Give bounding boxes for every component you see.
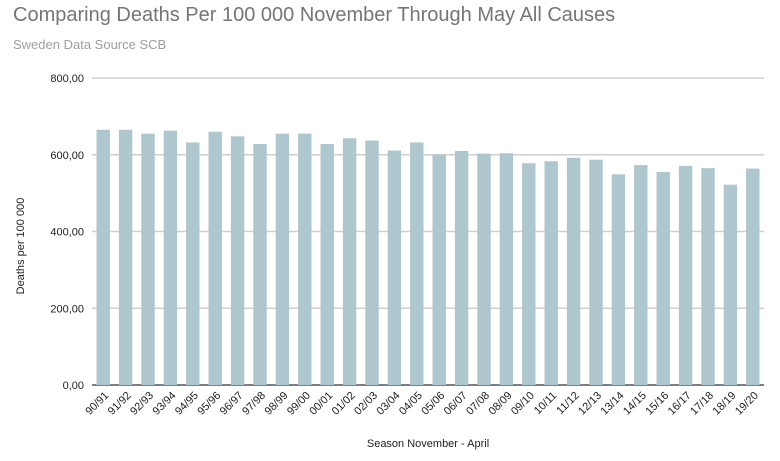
x-axis-title: Season November - April <box>367 438 489 450</box>
x-tick-label: 04/05 <box>397 390 425 418</box>
chart-title: Comparing Deaths Per 100 000 November Th… <box>13 4 616 26</box>
bars <box>96 129 760 385</box>
bar-11-12 <box>566 157 581 385</box>
y-tick-label: 600,00 <box>50 150 84 162</box>
x-tick-label: 09/10 <box>509 390 537 418</box>
bar-95-96 <box>208 131 222 385</box>
bar-05-06 <box>432 154 446 385</box>
x-tick-label: 07/08 <box>464 390 492 418</box>
x-tick-label: 06/07 <box>442 390 470 418</box>
bar-94-95 <box>186 142 200 385</box>
bar-98-99 <box>275 133 290 385</box>
bar-91-92 <box>118 129 133 385</box>
x-tick-label: 19/20 <box>733 390 761 418</box>
y-tick-label: 400,00 <box>50 227 84 239</box>
bar-12-13 <box>589 159 603 385</box>
x-tick-label: 95/96 <box>195 390 223 418</box>
bar-03-04 <box>387 150 402 385</box>
bar-17-18 <box>701 168 715 385</box>
bar-16-17 <box>678 165 693 385</box>
bar-04-05 <box>410 142 424 385</box>
bar-15-16 <box>656 172 670 385</box>
bar-09-10 <box>522 163 536 385</box>
bar-10-11 <box>544 161 558 385</box>
x-tick-label: 13/14 <box>599 390 627 418</box>
bar-97-98 <box>253 144 267 385</box>
x-tick-label: 12/13 <box>576 390 604 418</box>
x-tick-label: 93/94 <box>151 390 179 418</box>
y-tick-label: 800,00 <box>50 73 84 85</box>
x-tick-label: 14/15 <box>621 390 649 418</box>
x-tick-label: 05/06 <box>419 390 447 418</box>
x-tick-label: 16/17 <box>666 390 694 418</box>
bar-19-20 <box>746 168 760 385</box>
bar-92-93 <box>141 133 155 385</box>
y-tick-label: 200,00 <box>50 303 84 315</box>
x-tick-label: 98/99 <box>263 390 291 418</box>
bar-00-01 <box>320 144 334 385</box>
x-tick-label: 94/95 <box>173 390 201 418</box>
x-tick-label: 17/18 <box>688 390 716 418</box>
x-tick-label: 18/19 <box>711 390 739 418</box>
x-tick-label: 91/92 <box>106 390 134 418</box>
bar-14-15 <box>634 165 648 385</box>
x-tick-label: 99/00 <box>285 390 313 418</box>
y-tick-labels: 0,00 200,00 400,00 600,00 800,00 <box>50 73 84 392</box>
x-tick-label: 96/97 <box>218 390 246 418</box>
bar-96-97 <box>230 136 245 385</box>
bar-07-08 <box>477 153 491 385</box>
x-tick-label: 10/11 <box>532 390 559 417</box>
x-tick-label: 11/12 <box>554 390 581 417</box>
x-tick-label: 90/91 <box>83 390 111 418</box>
bar-01-02 <box>342 138 357 385</box>
x-tick-label: 01/02 <box>330 390 358 418</box>
bar-08-09 <box>499 153 514 385</box>
x-tick-label: 08/09 <box>487 390 515 418</box>
bar-93-94 <box>163 130 178 385</box>
x-tick-label: 00/01 <box>307 390 335 418</box>
y-tick-label: 0,00 <box>63 380 84 392</box>
bar-18-19 <box>723 184 738 385</box>
x-tick-labels: 90/9191/9292/9393/9494/9595/9696/9797/98… <box>83 390 761 418</box>
bar-06-07 <box>454 150 469 385</box>
y-axis-title: Deaths per 100 000 <box>15 198 27 295</box>
bar-99-00 <box>298 133 312 385</box>
gridlines <box>92 77 764 386</box>
x-tick-label: 03/04 <box>375 390 403 418</box>
chart-subtitle: Sweden Data Source SCB <box>13 37 167 52</box>
x-tick-label: 97/98 <box>240 390 268 418</box>
bar-02-03 <box>365 140 379 385</box>
bar-90-91 <box>96 129 110 385</box>
x-tick-label: 92/93 <box>128 390 156 418</box>
x-tick-label: 02/03 <box>352 390 380 418</box>
x-tick-label: 15/16 <box>643 390 671 418</box>
bar-13-14 <box>611 174 626 385</box>
